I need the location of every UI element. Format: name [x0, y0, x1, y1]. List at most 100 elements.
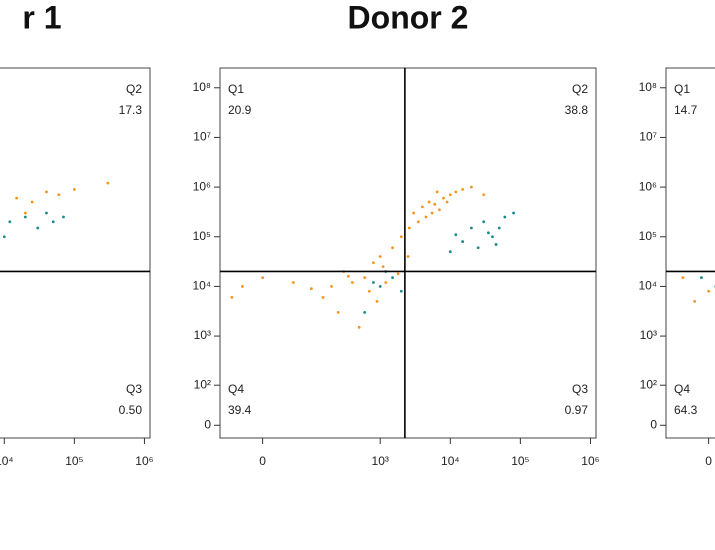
plot-frame [219, 67, 597, 439]
event-dot [445, 200, 449, 204]
quadrant-name: Q2 [572, 82, 588, 96]
quadrant-name: Q4 [674, 382, 690, 396]
event-dot [363, 276, 367, 280]
event-dot [512, 211, 515, 215]
y-tick-label: 0 [650, 417, 657, 431]
panel-title: r 1 [22, 0, 61, 35]
quadrant-value: 20.9 [228, 103, 252, 117]
plot-frame [0, 67, 151, 439]
x-tick-label: 0 [705, 454, 712, 468]
event-dot [375, 299, 379, 303]
event-dot [412, 211, 416, 215]
event-dot [106, 181, 110, 185]
event-dot [36, 226, 40, 230]
event-dot [424, 215, 428, 219]
y-tick-label: 10⁶ [639, 179, 657, 193]
quadrant-value: 39.4 [228, 403, 252, 417]
event-dot [363, 310, 367, 314]
quadrant-name: Q3 [572, 382, 588, 396]
y-tick-label: 10⁴ [192, 279, 211, 293]
event-dot [476, 246, 480, 250]
x-tick-label: 10⁵ [65, 454, 83, 468]
event-dot [442, 196, 445, 200]
y-tick-label: 0 [204, 417, 211, 431]
quadrant-value: 0.50 [119, 403, 143, 417]
event-dot [416, 220, 420, 224]
y-tick-label: 10⁵ [193, 229, 211, 243]
event-dot [391, 246, 394, 250]
y-tick-label: 10⁷ [193, 130, 211, 144]
event-dot [321, 296, 325, 299]
event-dot [497, 226, 501, 230]
event-dot [378, 255, 382, 258]
x-tick-label: 10⁶ [135, 454, 153, 468]
event-dot [396, 272, 400, 276]
panel-title: Donor 2 [348, 0, 469, 35]
event-dot [469, 226, 473, 230]
event-dot [700, 276, 703, 280]
event-dot [57, 193, 61, 197]
event-dot [372, 261, 375, 265]
event-dot [406, 255, 410, 258]
event-dot [438, 208, 441, 212]
event-dot [399, 289, 403, 293]
event-dot [469, 185, 473, 189]
y-tick-label: 10⁶ [193, 179, 211, 193]
event-dot [482, 220, 486, 224]
event-dot [51, 220, 55, 224]
y-tick-label: 10⁴ [638, 279, 657, 293]
event-dot [330, 285, 333, 288]
event-dot [367, 289, 371, 293]
event-dot [461, 187, 465, 191]
event-dot [461, 240, 465, 243]
event-dot [378, 285, 382, 288]
x-tick-label: 10⁴ [0, 454, 14, 468]
quadrant-name: Q3 [126, 382, 142, 396]
event-dot [433, 202, 437, 206]
plot-frame [665, 67, 715, 439]
event-dot [336, 310, 340, 314]
quadrant-name: Q1 [228, 82, 244, 96]
y-tick-label: 10³ [640, 328, 657, 342]
quadrant-value: 38.8 [565, 103, 589, 117]
x-tick-label: 10⁴ [441, 454, 460, 468]
event-dot [8, 220, 12, 224]
event-dot [45, 211, 48, 215]
event-dot [420, 205, 424, 209]
event-dot [346, 274, 350, 278]
event-dot [384, 281, 388, 284]
event-dot [30, 200, 34, 204]
event-dot [399, 235, 403, 239]
quadrant-name: Q1 [674, 82, 690, 96]
event-dot [503, 215, 507, 219]
event-dot [240, 285, 244, 288]
y-tick-label: 10⁷ [639, 130, 657, 144]
y-tick-label: 10² [640, 377, 657, 391]
event-dot [62, 215, 65, 219]
event-dot [372, 281, 375, 284]
event-dot [309, 287, 313, 291]
y-tick-label: 10⁵ [639, 229, 657, 243]
event-dot [693, 299, 697, 303]
event-dot [15, 196, 19, 200]
y-tick-label: 10⁸ [193, 80, 211, 94]
event-dot [494, 243, 498, 246]
event-dot [407, 226, 411, 230]
quadrant-value: 14.7 [674, 103, 698, 117]
event-dot [45, 190, 48, 194]
event-dot [357, 325, 361, 329]
quadrant-name: Q2 [126, 82, 142, 96]
x-tick-label: 10³ [372, 454, 389, 468]
event-dot [448, 250, 452, 254]
y-tick-label: 10⁸ [639, 80, 657, 94]
y-tick-label: 10³ [194, 328, 211, 342]
x-tick-label: 10⁵ [511, 454, 529, 468]
event-dot [72, 187, 76, 191]
quadrant-value: 0.97 [565, 403, 589, 417]
event-dot [430, 211, 434, 215]
event-dot [350, 281, 354, 284]
event-dot [491, 235, 494, 239]
event-dot [381, 265, 385, 269]
event-dot [435, 190, 439, 194]
